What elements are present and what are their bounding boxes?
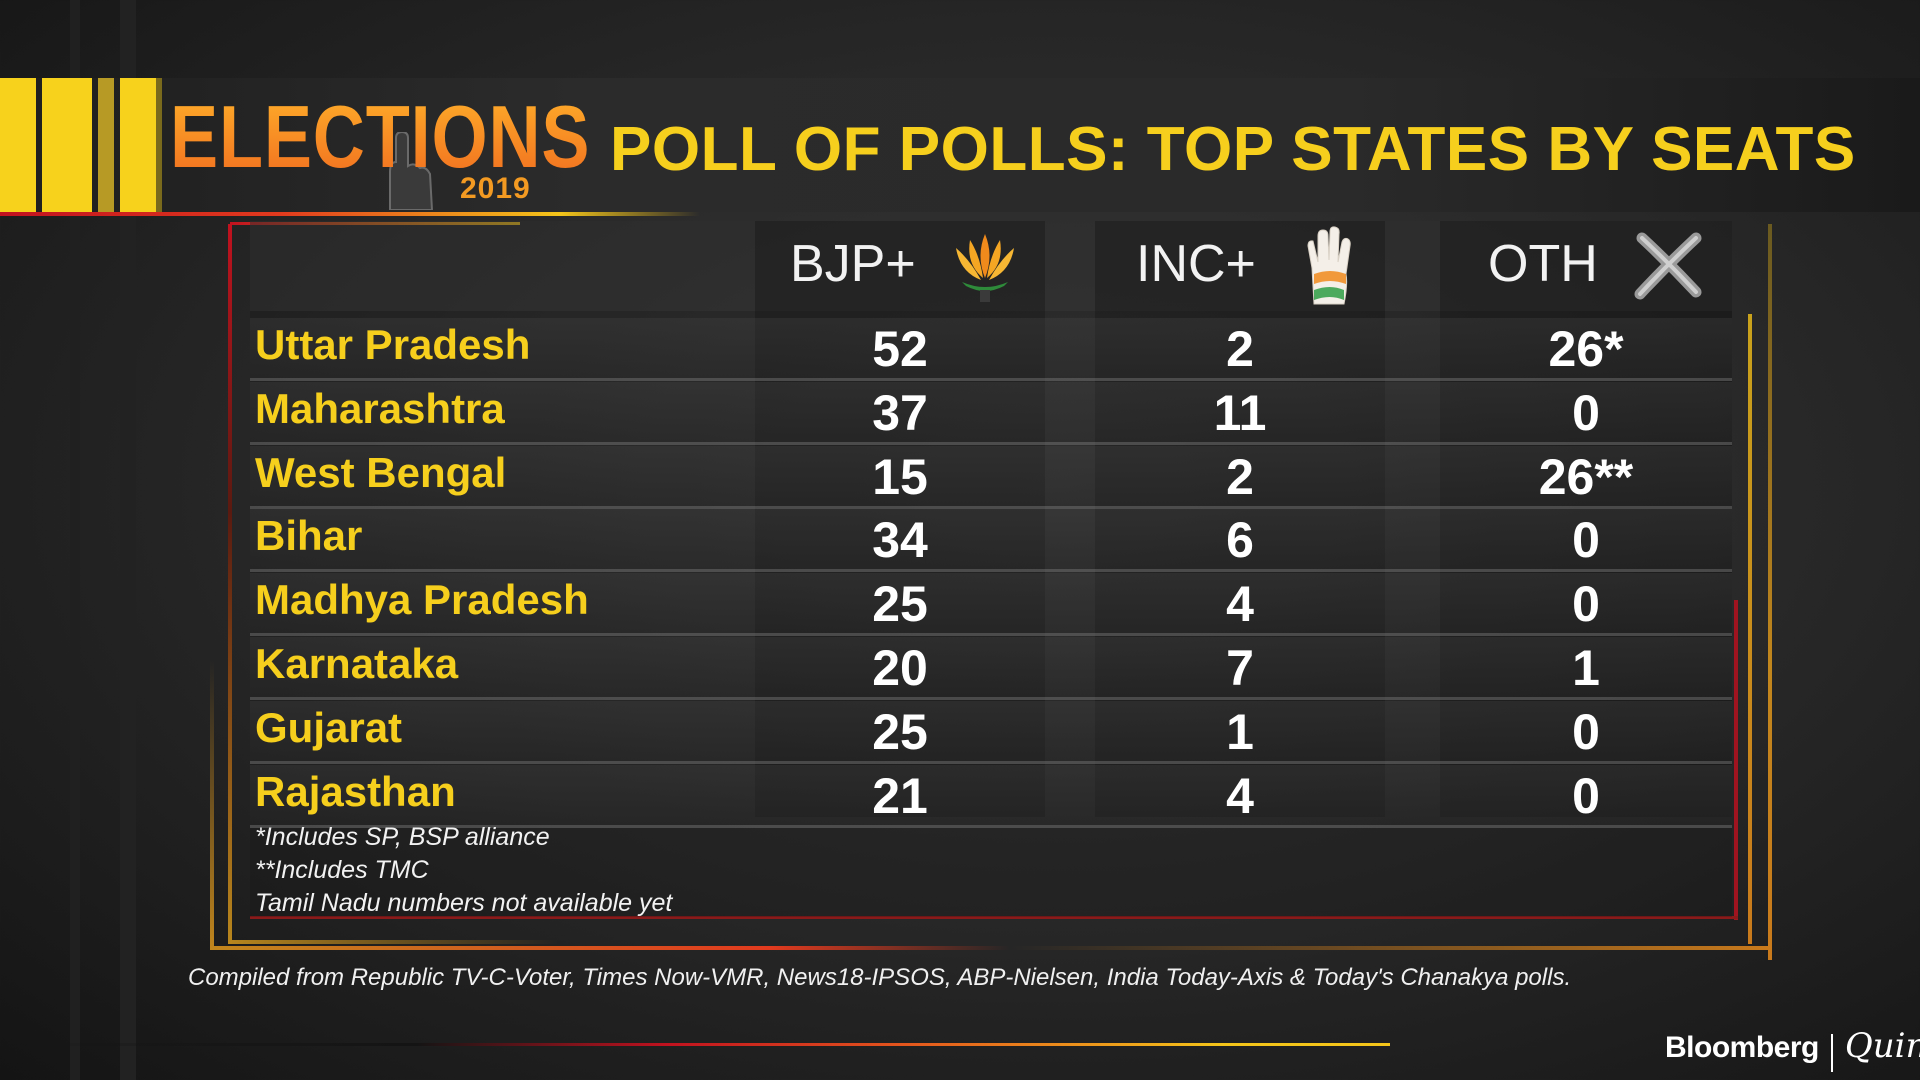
lotus-icon (956, 234, 1014, 302)
state-name: Madhya Pradesh (255, 576, 589, 623)
state-name: Karnataka (255, 640, 459, 687)
seat-count-inc: 2 (1226, 449, 1254, 505)
state-name: Gujarat (255, 704, 403, 751)
column-band-oth (1440, 221, 1732, 817)
table-row (250, 382, 1732, 442)
frame-border (228, 940, 558, 944)
frame-border (1010, 946, 1772, 950)
state-name: West Bengal (255, 449, 507, 496)
page-title: POLL OF POLLS: TOP STATES BY SEATS (610, 115, 1856, 184)
header-yellow-block (42, 78, 92, 212)
header-yellow-block (120, 78, 156, 212)
footnote-2: **Includes TMC (255, 856, 429, 884)
row-divider (250, 633, 1732, 636)
bg-stripe (120, 0, 136, 1080)
state-name: Bihar (255, 512, 363, 559)
frame-border (250, 916, 1738, 919)
seat-count-bjp: 21 (872, 768, 928, 824)
footnote-3: Tamil Nadu numbers not available yet (255, 889, 673, 917)
seat-count-inc: 7 (1226, 640, 1254, 696)
table-row (250, 701, 1732, 761)
row-divider (250, 442, 1732, 445)
table-row (250, 509, 1732, 569)
elections-logo: ELECTIONS 2019 (170, 84, 590, 210)
header-yellow-block (156, 78, 162, 212)
table-row (250, 446, 1732, 506)
frame-border (1768, 224, 1772, 960)
seat-count-oth: 1 (1572, 640, 1600, 696)
table-row (250, 573, 1732, 633)
brand-bloomberg: Bloomberg (1665, 1031, 1819, 1064)
frame-border (210, 660, 214, 950)
table-row (250, 318, 1732, 378)
row-divider (250, 569, 1732, 572)
column-header-inc: INC+ (1136, 235, 1256, 293)
table-row (250, 637, 1732, 697)
inked-finger-icon (389, 132, 434, 210)
bg-stripe (70, 0, 80, 1080)
header-underline (230, 222, 520, 225)
seat-count-inc: 4 (1226, 768, 1254, 824)
frame-border (210, 946, 1010, 950)
seat-count-oth: 0 (1572, 512, 1600, 568)
seat-count-oth: 0 (1572, 576, 1600, 632)
seat-count-bjp: 15 (872, 449, 928, 505)
logo-word: ELECTIONS (170, 87, 591, 186)
state-name: Maharashtra (255, 385, 505, 432)
seat-count-bjp: 20 (872, 640, 928, 696)
state-name: Uttar Pradesh (255, 321, 531, 368)
header-underline (0, 212, 700, 216)
hand-icon (1307, 226, 1351, 305)
table-row (250, 765, 1732, 825)
column-header-bjp: BJP+ (790, 235, 916, 293)
cross-icon (1634, 232, 1702, 300)
column-header-oth: OTH (1488, 235, 1598, 293)
row-divider (250, 506, 1732, 509)
seat-count-oth: 26* (1548, 321, 1624, 377)
header-yellow-block (98, 78, 114, 212)
seat-count-bjp: 34 (872, 512, 928, 568)
brand-quint: Quint (1844, 1026, 1920, 1066)
seat-count-bjp: 25 (872, 704, 928, 760)
bottom-accent-line (0, 1043, 1390, 1046)
brand-logo: Bloomberg Quint (1665, 1026, 1920, 1072)
row-divider (250, 378, 1732, 381)
seat-count-inc: 4 (1226, 576, 1254, 632)
seat-count-oth: 0 (1572, 768, 1600, 824)
frame-border (1748, 314, 1752, 944)
row-divider (250, 761, 1732, 764)
seat-count-inc: 6 (1226, 512, 1254, 568)
state-name: Rajasthan (255, 768, 456, 815)
footnote-1: *Includes SP, BSP alliance (255, 823, 550, 851)
seat-count-oth: 0 (1572, 385, 1600, 441)
header-band (0, 78, 1920, 212)
column-band-inc (1095, 221, 1385, 817)
seat-count-oth: 0 (1572, 704, 1600, 760)
brand-divider (1830, 1033, 1833, 1072)
seat-count-bjp: 37 (872, 385, 928, 441)
seat-count-oth: 26** (1538, 449, 1634, 505)
header-yellow-block (0, 78, 36, 212)
column-band-bjp (755, 221, 1045, 817)
seat-count-inc: 11 (1213, 385, 1267, 441)
frame-border (1734, 600, 1738, 920)
seat-count-bjp: 52 (872, 321, 928, 377)
frame-border (228, 224, 232, 944)
source-note: Compiled from Republic TV-C-Voter, Times… (188, 964, 1572, 991)
seat-count-inc: 2 (1226, 321, 1254, 377)
seat-count-bjp: 25 (872, 576, 928, 632)
row-divider (250, 825, 1732, 828)
row-divider (250, 697, 1732, 700)
seat-count-inc: 1 (1226, 704, 1254, 760)
logo-year: 2019 (460, 172, 531, 205)
